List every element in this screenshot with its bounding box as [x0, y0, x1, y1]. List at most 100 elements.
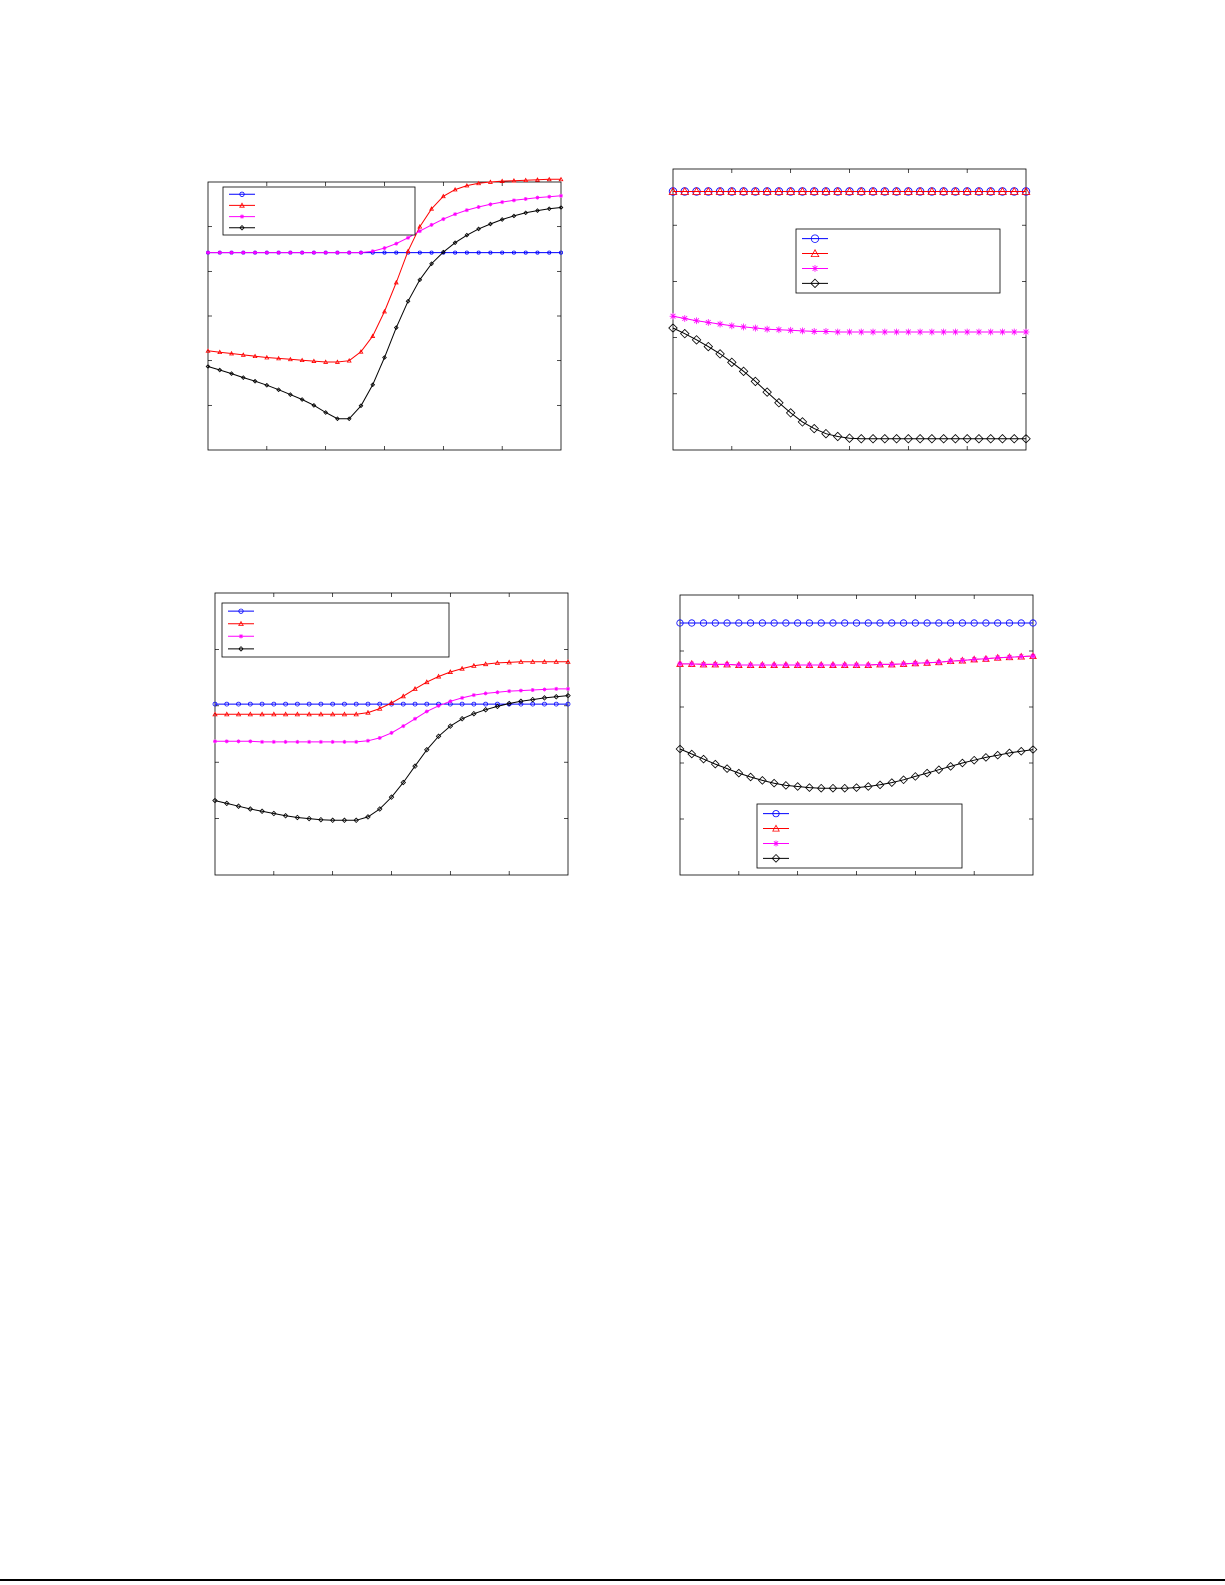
series-2-point [986, 186, 996, 195]
series-2-point [358, 349, 364, 354]
series-4-point [793, 782, 803, 791]
series-3-point [224, 739, 229, 744]
series-3-point [358, 250, 363, 255]
series-3-point [869, 328, 877, 336]
legend [756, 803, 963, 869]
chart-panel-4 [675, 594, 1038, 876]
series-3-point [511, 198, 516, 203]
series-1-point [306, 701, 312, 707]
series-2-point [762, 186, 772, 195]
series-2-point [212, 711, 218, 717]
series-4-point [762, 387, 772, 397]
series-4-black [205, 205, 564, 422]
series-4-point [518, 698, 524, 705]
series-2-point [541, 658, 548, 664]
series-2-point [494, 660, 501, 665]
series-4-point [844, 433, 855, 443]
series-4-point [341, 817, 348, 824]
series-1-point [429, 250, 434, 255]
series-4-black [668, 323, 1031, 444]
series-1-point [353, 701, 359, 707]
series-3-point [994, 654, 1001, 661]
series-2-point [845, 186, 854, 195]
series-3-point [716, 320, 724, 328]
series-2-point [565, 658, 571, 664]
series-4-point [488, 221, 493, 227]
series-3-point [535, 195, 540, 200]
series-2-point [217, 349, 223, 355]
series-1-point [958, 619, 967, 627]
series-2-point [927, 186, 937, 195]
series-4-point [1028, 745, 1038, 754]
series-1-point [735, 619, 743, 627]
series-1-point [794, 619, 802, 627]
series-2-point [715, 186, 725, 195]
series-2-point [276, 355, 282, 361]
series-3-point [464, 208, 469, 213]
series-2-point [833, 186, 843, 195]
series-4-point [541, 695, 548, 701]
series-2-red [668, 186, 1031, 195]
series-4-point [699, 754, 708, 764]
series-1-point [723, 619, 731, 627]
series-2-point [668, 186, 678, 195]
series-3-point [940, 328, 948, 336]
series-4-point [235, 803, 242, 809]
series-4-point [429, 261, 434, 267]
series-3-point [566, 686, 570, 691]
series-2-point [294, 711, 301, 717]
series-3-point [213, 739, 217, 744]
series-3-point [311, 250, 316, 255]
series-4-point [247, 806, 254, 812]
series-3-point [264, 250, 269, 255]
series-4-point [828, 783, 838, 793]
series-1-point [841, 619, 849, 627]
series-3-point [248, 739, 253, 744]
series-1-point [1005, 619, 1014, 627]
series-4-point [558, 205, 564, 210]
series-2-point [259, 711, 265, 717]
series-3-point [382, 246, 387, 251]
series-2-point [523, 177, 529, 183]
series-4-point [482, 706, 489, 713]
series-3-point [693, 317, 700, 325]
series-4-line [207, 207, 562, 420]
series-1-point [829, 619, 837, 627]
series-1-point [770, 619, 778, 627]
series-1-point [676, 619, 684, 627]
series-1-point [394, 250, 399, 255]
series-3-point [476, 205, 481, 210]
series-3-point [523, 196, 528, 201]
series-2-point [417, 224, 423, 229]
series-3-point [865, 662, 872, 668]
series-4-point [506, 700, 512, 707]
series-3-point [500, 200, 505, 205]
series-3-point [775, 326, 783, 334]
series-3-point [799, 327, 806, 335]
legend-entry-4-marker [238, 646, 244, 652]
series-3-point [1010, 328, 1018, 336]
series-4-point [311, 402, 317, 408]
series-3-point [787, 326, 795, 334]
series-2-point [341, 711, 348, 717]
series-4-point [832, 431, 843, 442]
series-2-point [1021, 186, 1031, 195]
series-4-point [288, 392, 293, 397]
series-3-point [300, 250, 305, 255]
series-4-point [393, 325, 399, 330]
series-2-point [821, 186, 831, 195]
series-2-point [424, 679, 430, 685]
series-4-point [727, 357, 737, 368]
series-4-point [1005, 748, 1014, 758]
series-4-point [1009, 433, 1019, 444]
series-4-point [358, 403, 364, 409]
series-1-point [542, 701, 547, 707]
series-4-point [1016, 746, 1026, 756]
series-3-point [724, 661, 731, 668]
series-4-point [499, 217, 505, 222]
series-1-point [864, 619, 872, 627]
series-4-point [950, 433, 961, 444]
series-4-point [985, 433, 996, 444]
series-2-point [511, 178, 517, 183]
legend-entry-1-marker [238, 608, 244, 614]
